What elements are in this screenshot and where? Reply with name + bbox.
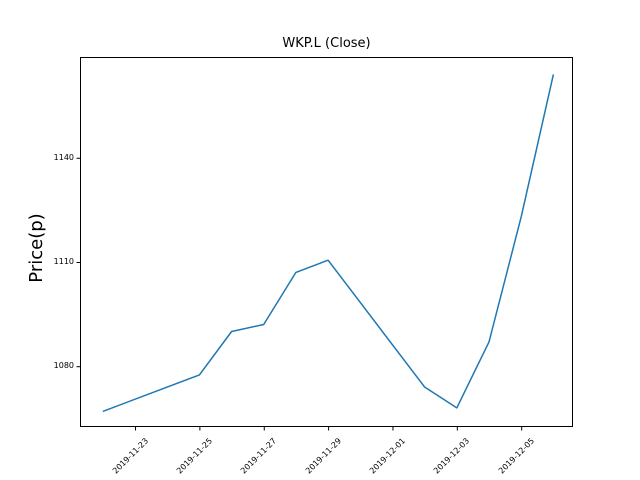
price-line [102,74,555,413]
y-tick-label: 1140 [53,152,74,162]
y-tick-label: 1080 [53,361,74,371]
y-tick-label: 1110 [53,256,74,266]
plot-border [80,57,573,427]
chart-title: WKP.L (Close) [282,36,371,51]
